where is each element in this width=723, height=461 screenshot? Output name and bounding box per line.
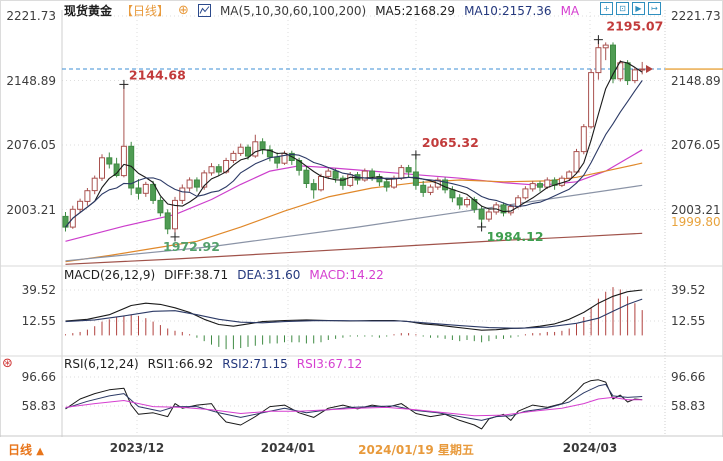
rsi-tick-right: 58.83	[671, 399, 706, 413]
price-tick-left: 2221.73	[6, 9, 56, 23]
date-axis-label: 2024/01/19 星期五	[358, 443, 474, 457]
price-tick-left: 2076.05	[6, 138, 56, 152]
rsi3-value: RSI3:67.12	[296, 357, 363, 371]
macd-tick-right: 12.55	[671, 314, 706, 328]
bottom-axis-bar: 日线 ▲	[0, 437, 723, 461]
kline-chart-icon[interactable]	[197, 4, 211, 17]
chart-toolbar: + ⊡ ▶ ↦	[600, 2, 661, 15]
price-annotation-high: 2065.32	[422, 135, 479, 150]
ma10-value: MA10:2157.36	[464, 3, 552, 18]
date-axis-label: 2024/03	[562, 441, 618, 455]
rsi1-value: RSI1:66.92	[147, 357, 214, 371]
indicator-pane-icon[interactable]: ⊡	[616, 2, 629, 15]
period-tag: 【日线】	[121, 4, 170, 18]
macd-panel-header: MACD(26,12,9) DIFF:38.71 DEA:31.60 MACD:…	[64, 268, 384, 282]
ma-legend[interactable]: MA(5,10,30,60,100,200)	[219, 3, 367, 18]
rsi2-value: RSI2:71.15	[222, 357, 288, 371]
period-selector-label: 日线	[8, 443, 33, 457]
rsi-tick-left: 58.83	[21, 399, 56, 413]
price-tick-right: 2076.05	[671, 138, 721, 152]
period-selector[interactable]: 日线 ▲	[8, 441, 44, 458]
play-forward-icon[interactable]: ▶	[632, 2, 645, 15]
rsi-tick-right: 96.66	[671, 370, 706, 384]
price-tick-right: 2148.89	[671, 73, 721, 88]
price-tick-right: 2003.21	[671, 202, 721, 217]
macd-dea-value: DEA:31.60	[237, 268, 301, 282]
macd-tick-right: 39.52	[671, 283, 706, 297]
price-annotation-high: 2144.68	[129, 67, 186, 82]
price-annotation-low: 1972.92	[163, 239, 220, 254]
ma30-value-truncated: MA	[560, 3, 580, 18]
indicator-settings-icon[interactable]: ⊛	[2, 356, 13, 371]
macd-diff-value: DIFF:38.71	[164, 268, 229, 282]
price-annotation-low: 1984.12	[487, 229, 544, 244]
price-tick-left: 2003.21	[6, 202, 56, 217]
price-annotation-high: 2195.07	[606, 19, 663, 34]
symbol-name[interactable]: 现货黄金	[64, 4, 113, 18]
rsi-formula-label[interactable]: RSI(6,12,24)	[64, 357, 139, 371]
main-chart-header: 现货黄金 【日线】 ⊕ MA(5,10,30,60,100,200) MA5:2…	[64, 2, 579, 19]
macd-tick-left: 39.52	[21, 283, 56, 297]
macd-formula-label[interactable]: MACD(26,12,9)	[64, 268, 156, 282]
ma5-value: MA5:2168.29	[375, 3, 456, 18]
add-overlay-icon[interactable]: ⊕	[178, 3, 189, 18]
shift-right-icon[interactable]: ↦	[648, 2, 661, 15]
date-axis-label: 2024/01	[260, 441, 316, 455]
last-ma-price-label: 1999.80	[671, 215, 721, 229]
rsi-tick-left: 96.66	[21, 370, 56, 384]
macd-macd-value: MACD:14.22	[309, 268, 384, 282]
rsi-panel-header: RSI(6,12,24) RSI1:66.92 RSI2:71.15 RSI3:…	[64, 357, 362, 371]
price-tick-left: 2148.89	[6, 73, 56, 88]
price-tick-right: 2221.73	[671, 9, 721, 23]
date-axis-label: 2023/12	[109, 441, 165, 455]
chevron-up-icon: ▲	[36, 446, 44, 457]
crosshair-tool-icon[interactable]: +	[600, 2, 613, 15]
macd-tick-left: 12.55	[21, 314, 56, 328]
